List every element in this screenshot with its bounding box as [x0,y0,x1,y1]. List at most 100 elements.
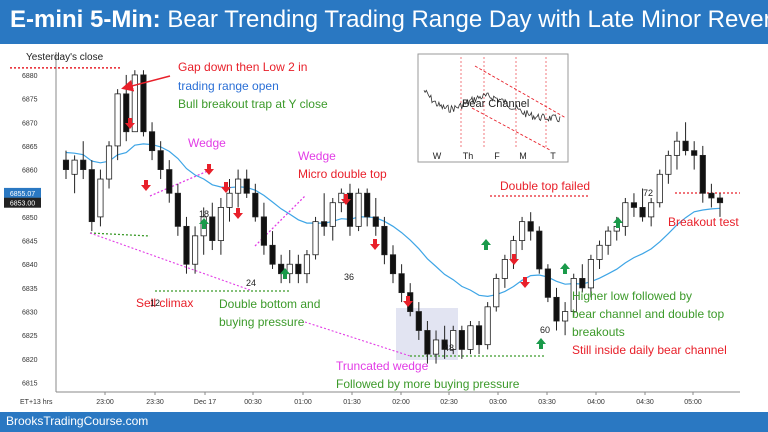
bull-candle [519,221,526,241]
bull-candle [596,244,603,260]
bear-candle [364,192,371,218]
x-tick-label: 01:00 [294,399,312,406]
buy-arrow-icon [613,217,623,228]
x-tick-label: 02:30 [440,399,458,406]
sell-arrow-icon [141,180,151,191]
bear-candle [630,202,638,208]
sell-arrow-icon [509,254,519,265]
bar-number-label: 72 [643,188,653,198]
inset-day-label: Th [463,151,474,161]
bull-candle [432,339,440,355]
buy-arrow-icon [560,263,570,274]
x-tick-label: 01:30 [343,399,361,406]
sell-arrow-icon [233,208,243,219]
bull-candle [114,93,121,147]
bear-candle [123,93,130,133]
chart-annotation: Followed by more buying pressure [336,377,520,391]
bull-candle [355,192,362,227]
inset-day-label: M [519,151,527,161]
inset-frame [417,53,569,163]
bear-candle [699,154,706,194]
y-tick-label: 6820 [22,357,38,364]
bull-candle [493,278,500,308]
bull-candle [312,221,319,256]
y-tick-label: 6875 [22,97,38,104]
bull-candle [467,325,474,350]
bear-candle [166,169,173,194]
climax-line [89,232,251,291]
chart-annotation: Wedge [298,149,336,163]
chart-title-rest: Bear Trending Trading Range Day with Lat… [160,6,768,33]
bull-candle [235,178,242,194]
bear-candle [424,330,431,355]
bull-candle [450,330,457,350]
chart-annotation: Double top failed [500,179,590,193]
bar-number-label: 36 [344,272,354,282]
bar-number-label: 48 [444,343,454,353]
bear-candle [381,225,388,256]
bear-candle [252,192,259,218]
bear-candle [544,268,551,298]
bull-candle [97,178,104,218]
bull-candle [484,306,491,346]
sell-arrow-icon [403,296,413,307]
price-label-box [4,187,41,198]
chart-annotation: Truncated wedge [336,359,429,373]
x-tick-label: 04:00 [587,399,605,406]
bear-candle [475,325,483,346]
price-label-box [4,197,41,208]
chart-annotation: Wedge [188,136,226,150]
price-label-text: 6855.07 [10,191,35,198]
chart-annotation: Breakout test [668,215,739,229]
sell-arrow-icon [341,194,351,205]
bear-candle [458,330,465,350]
bear-candle [708,192,715,199]
bear-candle [639,207,646,218]
bull-candle [656,173,663,204]
bar-number-label: 24 [246,278,256,288]
bear-candle [88,169,95,223]
chart-title: E-mini 5-Min: Bear Trending Trading Rang… [10,6,768,34]
chart-annotation: Micro double top [298,167,387,181]
inset-channel-upper [474,65,567,119]
bear-candle [389,254,397,275]
bull-candle [226,192,233,208]
chart-title-bold: E-mini 5-Min: [10,6,161,33]
bull-candle [570,278,577,312]
y-tick-label: 6830 [22,310,38,317]
bull-candle [105,145,113,180]
gap-arrow-line [121,75,171,92]
bear-candle [372,216,379,227]
bear-candle [269,244,276,265]
bar-number-label: 60 [540,325,550,335]
sell-arrow-icon [370,239,380,250]
sell-arrow-icon [221,182,231,193]
y-tick-label: 6815 [22,381,38,388]
inset-day-label: T [550,151,556,161]
bear-candle [691,150,698,156]
bull-candle [71,159,78,175]
bear-candle [174,192,181,227]
x-tick-label: 05:00 [684,399,702,406]
bear-candle [80,159,87,170]
bull-candle [217,207,224,241]
bear-candle [527,221,534,232]
y-tick-label: 6865 [22,144,38,151]
bull-candle [665,154,672,175]
inset-day-label: W [433,151,442,161]
bear-candle [183,225,190,265]
y-tick-label: 6835 [22,286,38,293]
chart-annotation: buying pressure [219,315,305,329]
x-tick-label: 00:30 [244,399,262,406]
price-label-text: 6853.00 [10,201,35,208]
x-tick-label: ET+13 hrs [20,399,53,406]
buy-arrow-icon [536,338,546,349]
bear-candle [536,230,543,270]
bar-number-label: 18 [199,209,209,219]
ema-line [65,143,721,298]
buy-arrow-icon [280,268,290,279]
chart-annotation: bear channel and double top [572,307,724,321]
y-tick-label: 6825 [22,333,38,340]
wedge-line [149,169,211,197]
